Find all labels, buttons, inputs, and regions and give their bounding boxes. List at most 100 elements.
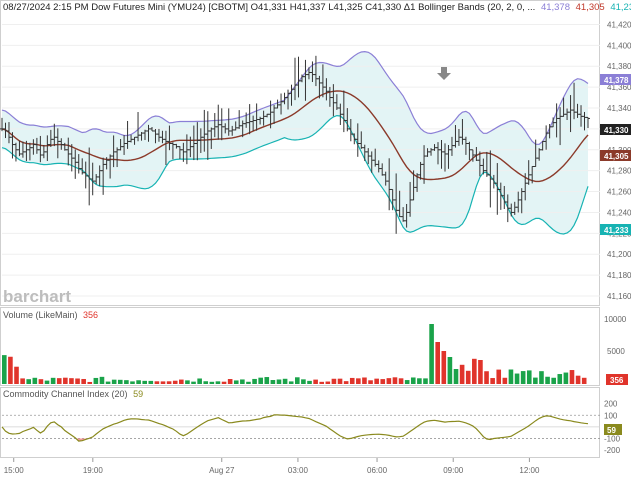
svg-text:59: 59 [607,426,616,435]
volume-bar [551,377,556,384]
volume-bar [447,357,453,384]
volume-bar [386,378,392,384]
badge-upper: 41,378 [600,74,631,85]
down-arrow-icon[interactable] [437,67,451,80]
volume-bar [563,372,569,384]
price-tick-label: 41,200 [607,250,631,259]
volume-bar [417,378,422,384]
price-tick-label: 41,380 [607,62,631,71]
volume-bar [93,377,99,384]
volume-panel[interactable]: Volume (LikeMain) 356 10000 5000 356 [0,307,629,386]
volume-bar [81,378,86,384]
volume-bar [520,371,526,384]
volume-bar [111,379,117,384]
volume-bar [69,378,74,384]
volume-bar [185,380,190,384]
volume-bar [514,373,520,384]
volume-bar [227,379,233,384]
volume-bar [240,379,245,384]
svg-text:41,330: 41,330 [604,126,629,135]
volume-bar [435,342,440,384]
volume-bar [209,381,215,384]
volume-bar [282,378,288,384]
volume-bar [99,376,105,384]
volume-bar [154,381,160,384]
volume-bar [398,378,404,384]
volume-bar [32,377,38,384]
svg-text:356: 356 [610,376,624,385]
time-tick-label: 19:00 [83,466,104,475]
volume-bar [429,324,434,384]
volume-bar [160,381,166,384]
volume-bar [362,377,367,384]
volume-bar [56,378,62,384]
cci-tick-label: 200 [604,400,618,409]
volume-bar [20,378,25,384]
volume-bar [557,374,563,384]
volume-bar [172,380,178,384]
volume-bar [575,375,581,384]
volume-bar [496,369,502,384]
volume-bars [2,324,587,384]
ohlc-bar [586,116,590,128]
volume-bar [270,380,276,384]
cci-panel-frame [0,387,600,458]
volume-bar [423,378,428,384]
volume-bar [246,381,251,384]
volume-bar [136,380,141,384]
volume-bar [264,377,270,384]
svg-text:41,305: 41,305 [604,152,629,161]
time-tick-label: 12:00 [519,466,540,475]
badge-cci: 59 [604,424,622,435]
cci-panel[interactable]: Commodity Channel Index (20) 59 2001000-… [0,387,623,458]
volume-bar [478,360,483,384]
volume-bar [545,376,550,384]
cci-line [1,414,589,442]
volume-bar [374,378,379,384]
volume-label: Volume (LikeMain) 356 [3,310,98,320]
volume-bar [581,377,587,384]
bollinger-band-fill [2,51,588,234]
volume-bar [191,381,196,384]
price-gridlines [2,23,600,297]
volume-bar [117,379,123,384]
bb-mid-value: 41,305 [576,2,605,13]
price-tick-label: 41,360 [607,83,631,92]
volume-bar [258,377,263,384]
ohlc-bars [0,55,590,234]
volume-bar [307,380,312,384]
volume-bar [124,380,129,384]
volume-bar [526,370,532,384]
volume-bar [197,378,202,384]
volume-bar [301,379,306,384]
price-panel[interactable]: 08/27/2024 2:15 PM Dow Futures Mini (YMU… [0,0,631,307]
volume-axis-10000: 10000 [604,315,627,324]
price-panel-frame [0,0,600,306]
volume-bar [2,355,7,384]
volume-bar [215,381,221,384]
price-tick-label: 41,340 [607,104,631,113]
time-tick-label: 09:00 [443,466,464,475]
volume-bar [472,358,477,384]
time-tick-label: 03:00 [288,466,309,475]
bb-upper-value: 41,378 [541,2,570,13]
volume-bar [75,378,80,384]
volume-bar [148,380,154,384]
volume-bar [63,377,68,384]
volume-bar [130,381,135,384]
volume-bar [50,377,56,384]
price-tick-label: 41,180 [607,271,631,280]
price-tick-label: 41,280 [607,167,631,176]
price-tick-label: 41,420 [607,20,631,29]
volume-bar [459,364,465,384]
volume-bar [233,380,239,384]
badge-lower: 41,233 [600,224,631,235]
time-tick-label: 06:00 [367,466,388,475]
volume-bar [410,377,416,384]
volume-bar [276,379,282,384]
volume-bar [142,380,147,384]
time-tick-label: 15:00 [4,466,25,475]
volume-bar [288,381,294,384]
bb-lower-value: 41,233 [610,2,631,13]
